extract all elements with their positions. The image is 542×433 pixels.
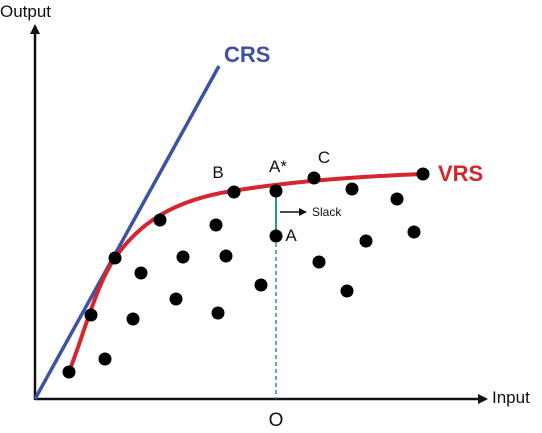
dmu-point <box>108 251 122 265</box>
point-label-a: A <box>285 226 297 245</box>
dmu-point <box>407 225 421 239</box>
dmu-point <box>219 249 233 263</box>
dmu-point <box>98 352 112 366</box>
dmu-point-a <box>269 229 283 243</box>
point-label-b: B <box>212 163 223 182</box>
vrs-label: VRS <box>438 161 483 186</box>
dmu-point <box>134 266 148 280</box>
crs-label: CRS <box>224 42 270 67</box>
dmu-point <box>176 250 190 264</box>
point-label-a-star: A* <box>269 157 287 176</box>
dmu-point <box>254 278 268 292</box>
dmu-point <box>169 292 183 306</box>
dmu-point <box>312 255 326 269</box>
dmu-point-a-star <box>269 184 283 198</box>
data-points-group <box>62 167 430 379</box>
dmu-point <box>340 284 354 298</box>
slack-label: Slack <box>312 205 342 219</box>
y-axis-title: Output <box>0 2 51 21</box>
crs-frontier-line <box>33 65 221 400</box>
dmu-point <box>153 213 167 227</box>
dmu-point-b <box>227 185 241 199</box>
vrs-frontier-curve <box>68 172 425 371</box>
dmu-point <box>209 218 223 232</box>
dmu-point <box>126 312 140 326</box>
dmu-point <box>390 192 404 206</box>
dmu-point-c <box>307 171 321 185</box>
dmu-point <box>62 365 76 379</box>
dmu-point <box>84 308 98 322</box>
dmu-point <box>359 234 373 248</box>
x-axis-title: Input <box>492 388 530 407</box>
dmu-point-vrs-end <box>416 167 430 181</box>
point-label-c: C <box>318 148 330 167</box>
dmu-point <box>211 306 225 320</box>
origin-tick-label: O <box>269 410 284 428</box>
dmu-point <box>345 182 359 196</box>
